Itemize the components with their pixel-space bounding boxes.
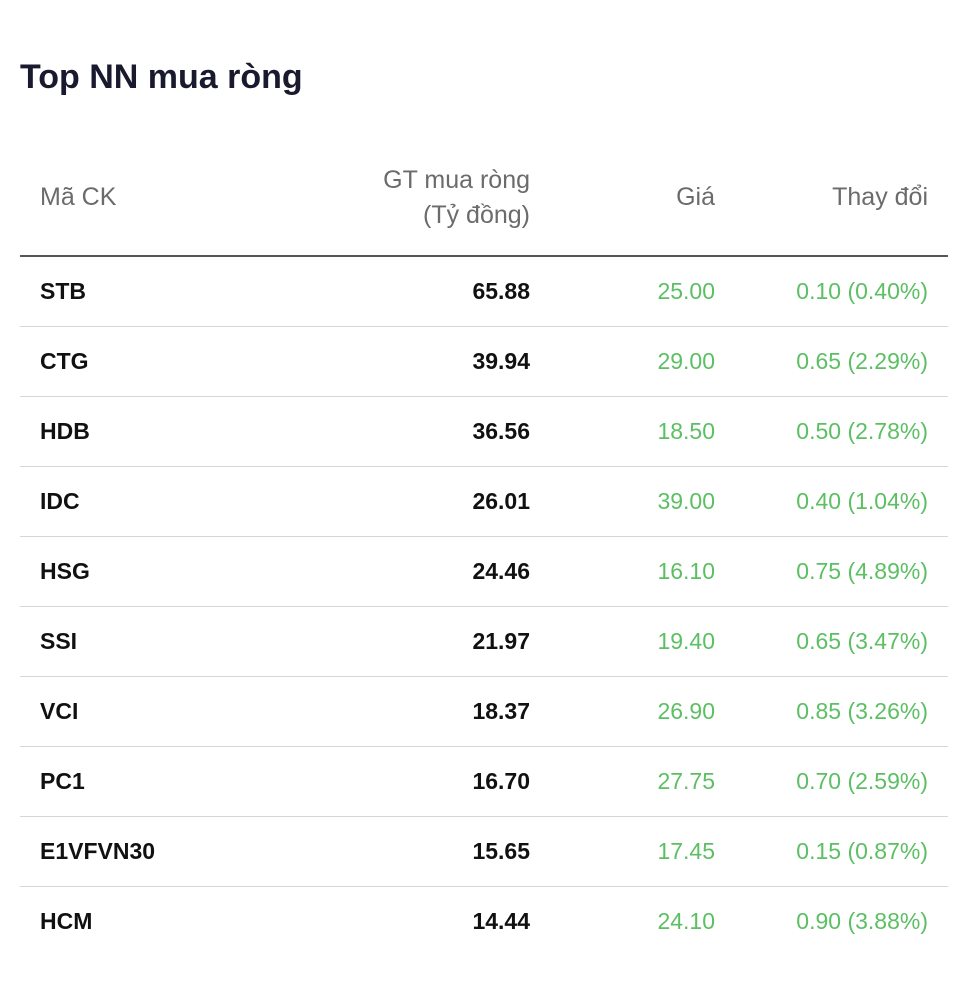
header-net-value-line2: (Tỷ đồng) bbox=[423, 200, 530, 229]
row-price: 24.10 bbox=[657, 908, 715, 934]
row-symbol[interactable]: HCM bbox=[40, 908, 93, 934]
table-row[interactable]: E1VFVN30 15.65 17.45 0.15 (0.87%) bbox=[20, 816, 948, 887]
row-net-value: 16.70 bbox=[230, 746, 530, 817]
row-price: 18.50 bbox=[530, 396, 715, 467]
table-row[interactable]: VCI 18.37 26.90 0.85 (3.26%) bbox=[20, 676, 948, 747]
row-change: 0.50 (2.78%) bbox=[715, 396, 948, 467]
table-row[interactable]: HDB 36.56 18.50 0.50 (2.78%) bbox=[20, 396, 948, 467]
table-body: STB 65.88 25.00 0.10 (0.40%) CTG 39.94 2… bbox=[20, 256, 948, 956]
table-row[interactable]: HCM 14.44 24.10 0.90 (3.88%) bbox=[20, 887, 948, 957]
header-change[interactable]: Thay đổi bbox=[715, 140, 948, 257]
widget-title: Top NN mua ròng bbox=[20, 58, 303, 96]
row-net-value: 65.88 bbox=[230, 256, 530, 327]
row-symbol[interactable]: HDB bbox=[20, 396, 230, 467]
row-price: 16.10 bbox=[530, 536, 715, 607]
table-row[interactable]: CTG 39.94 29.00 0.65 (2.29%) bbox=[20, 326, 948, 397]
row-price: 29.00 bbox=[530, 326, 715, 397]
row-change: 0.40 (1.04%) bbox=[715, 466, 948, 537]
row-price: 39.00 bbox=[530, 466, 715, 537]
row-change: 0.70 (2.59%) bbox=[715, 746, 948, 817]
row-change: 0.15 (0.87%) bbox=[715, 816, 948, 887]
row-symbol[interactable]: E1VFVN30 bbox=[20, 816, 230, 887]
row-change: 0.65 (3.47%) bbox=[715, 606, 948, 677]
row-change: 0.75 (4.89%) bbox=[715, 536, 948, 607]
row-change: 0.85 (3.26%) bbox=[715, 676, 948, 747]
row-change: 0.65 (2.29%) bbox=[715, 326, 948, 397]
row-symbol[interactable]: HSG bbox=[20, 536, 230, 607]
row-symbol[interactable]: IDC bbox=[20, 466, 230, 537]
header-net-value[interactable]: GT mua ròng (Tỷ đồng) bbox=[230, 140, 530, 257]
header-price[interactable]: Giá bbox=[530, 140, 715, 257]
header-net-value-line1: GT mua ròng bbox=[383, 165, 530, 194]
table-header: Mã CK GT mua ròng (Tỷ đồng) Giá Thay đổi bbox=[20, 140, 948, 257]
table-row[interactable]: IDC 26.01 39.00 0.40 (1.04%) bbox=[20, 466, 948, 537]
table-row[interactable]: STB 65.88 25.00 0.10 (0.40%) bbox=[20, 256, 948, 327]
row-net-value: 21.97 bbox=[230, 606, 530, 677]
row-symbol[interactable]: STB bbox=[20, 256, 230, 327]
table-row[interactable]: PC1 16.70 27.75 0.70 (2.59%) bbox=[20, 746, 948, 817]
row-symbol[interactable]: PC1 bbox=[20, 746, 230, 817]
row-net-value: 39.94 bbox=[230, 326, 530, 397]
table-row[interactable]: SSI 21.97 19.40 0.65 (3.47%) bbox=[20, 606, 948, 677]
header-symbol[interactable]: Mã CK bbox=[20, 140, 230, 257]
row-net-value: 24.46 bbox=[230, 536, 530, 607]
row-price: 19.40 bbox=[530, 606, 715, 677]
row-price: 17.45 bbox=[530, 816, 715, 887]
table-row[interactable]: HSG 24.46 16.10 0.75 (4.89%) bbox=[20, 536, 948, 607]
row-price: 26.90 bbox=[530, 676, 715, 747]
row-symbol[interactable]: CTG bbox=[20, 326, 230, 397]
row-net-value: 18.37 bbox=[230, 676, 530, 747]
row-symbol[interactable]: SSI bbox=[20, 606, 230, 677]
row-net-value: 36.56 bbox=[230, 396, 530, 467]
net-buy-table: Mã CK GT mua ròng (Tỷ đồng) Giá Thay đổi… bbox=[20, 140, 948, 956]
row-net-value: 15.65 bbox=[230, 816, 530, 887]
row-price: 27.75 bbox=[530, 746, 715, 817]
row-change: 0.10 (0.40%) bbox=[715, 256, 948, 327]
row-price: 25.00 bbox=[530, 256, 715, 327]
row-net-value: 14.44 bbox=[472, 908, 530, 934]
row-net-value: 26.01 bbox=[230, 466, 530, 537]
row-symbol[interactable]: VCI bbox=[20, 676, 230, 747]
row-change: 0.90 (3.88%) bbox=[796, 908, 928, 934]
